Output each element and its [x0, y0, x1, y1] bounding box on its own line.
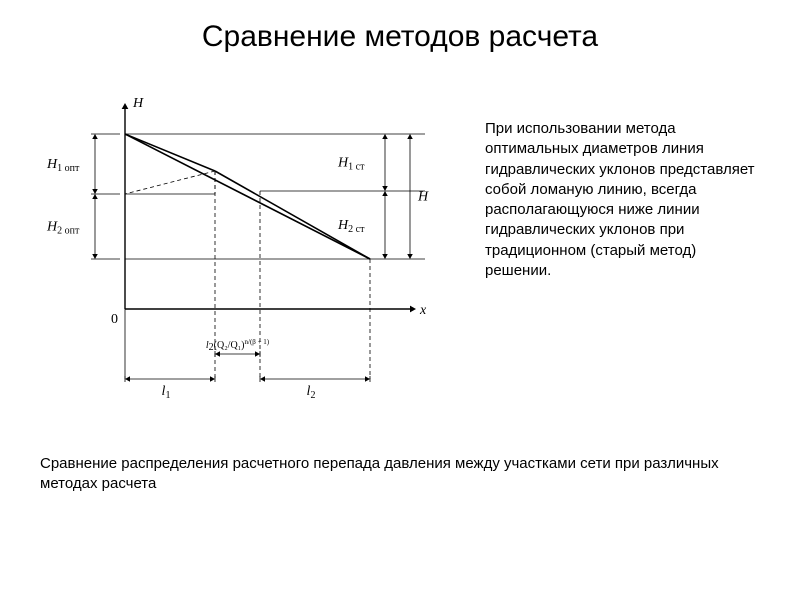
svg-text:H1 ст: H1 ст — [337, 156, 365, 173]
svg-text:H1 опт: H1 опт — [46, 157, 80, 174]
svg-text:x: x — [419, 303, 427, 318]
hydraulic-diagram: 0 x H H1 опт H2 опт H1 ст H2 ст Hl1 l2 l2(Q₂/Q₁)n… — [40, 79, 460, 429]
svg-text:H: H — [417, 190, 429, 205]
page-title: Сравнение методов расчета — [40, 20, 760, 54]
svg-text:H2 ст: H2 ст — [337, 218, 365, 235]
svg-text:l1: l1 — [162, 384, 171, 401]
svg-text:l2: l2 — [307, 384, 316, 401]
side-paragraph: При использовании метода оптимальных диа… — [485, 79, 760, 434]
diagram-container: 0 x H H1 опт H2 опт H1 ст H2 ст Hl1 l2 l2(Q₂/Q₁)n… — [40, 79, 460, 434]
svg-text:l2(Q₂/Q₁)n/(β + 1): l2(Q₂/Q₁)n/(β + 1) — [206, 338, 270, 353]
caption-text: Сравнение распределения расчетного переп… — [40, 454, 760, 495]
svg-text:H2 опт: H2 опт — [46, 220, 80, 237]
svg-text:H: H — [132, 96, 144, 111]
content-row: 0 x H H1 опт H2 опт H1 ст H2 ст Hl1 l2 l2(Q₂/Q₁)n… — [40, 79, 760, 434]
svg-text:0: 0 — [111, 312, 118, 327]
